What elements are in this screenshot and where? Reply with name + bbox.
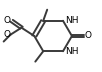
- Text: O: O: [3, 30, 10, 39]
- Text: O: O: [4, 16, 11, 25]
- Text: NH: NH: [65, 16, 79, 25]
- Text: O: O: [84, 31, 91, 40]
- Text: NH: NH: [65, 47, 79, 56]
